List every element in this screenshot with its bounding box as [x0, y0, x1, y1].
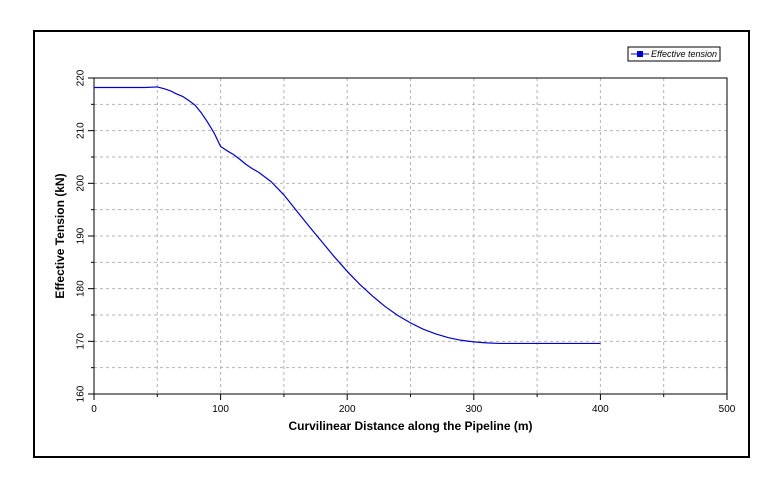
y-tick-label: 210: [76, 122, 87, 139]
x-axis-title: Curvilinear Distance along the Pipeline …: [288, 419, 532, 433]
legend: Effective tension: [627, 46, 721, 62]
x-axis-ticks: 0 100 200 300 400 500: [91, 394, 736, 415]
y-axis-ticks: 160 170 180 190 200 210 220: [76, 69, 94, 402]
chart-frame: 160 170 180 190 200 210 220 0 100 200 300 400 500 C…: [33, 30, 750, 458]
x-tick-label: 400: [592, 404, 609, 415]
x-tick-label: 0: [91, 404, 97, 415]
y-tick-label: 180: [76, 280, 87, 297]
line-chart: 160 170 180 190 200 210 220 0 100 200 300 400 500 C…: [53, 46, 736, 433]
series-line-effective-tension: [94, 86, 601, 345]
y-tick-label: 170: [76, 333, 87, 350]
legend-entry-effective-tension: Effective tension: [651, 49, 717, 59]
y-tick-label: 220: [76, 69, 87, 86]
y-tick-label: 190: [76, 227, 87, 244]
y-axis-title: Effective Tension (kN): [53, 173, 67, 298]
plot-area: [93, 77, 728, 395]
legend-box: [627, 46, 721, 62]
y-tick-label: 200: [76, 175, 87, 192]
x-tick-label: 500: [719, 404, 736, 415]
x-tick-label: 100: [212, 404, 229, 415]
grid-lines: [94, 78, 727, 394]
x-tick-label: 300: [465, 404, 482, 415]
legend-marker-swatch: [637, 51, 643, 57]
series-layer: [94, 86, 601, 345]
y-tick-label: 160: [76, 385, 87, 402]
x-tick-label: 200: [339, 404, 356, 415]
